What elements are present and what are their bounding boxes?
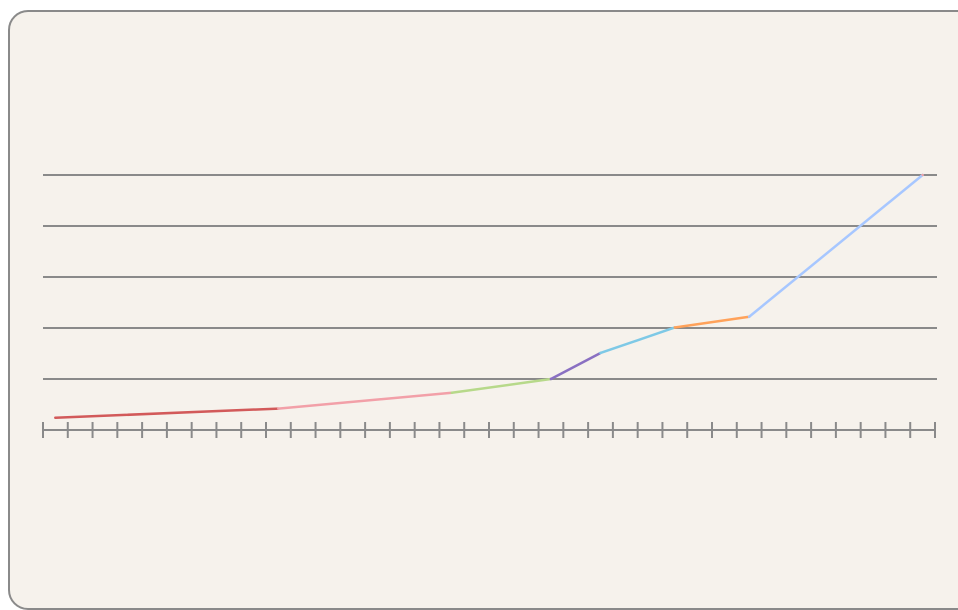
series-segment [599, 326, 677, 355]
series-segment [277, 391, 454, 410]
y-gridlines [43, 174, 937, 380]
data-series [54, 173, 924, 420]
x-axis [42, 422, 936, 438]
series-segment [549, 351, 602, 381]
data-point [747, 315, 751, 318]
series-segment [450, 377, 553, 395]
data-point [277, 407, 280, 410]
data-point [450, 391, 454, 394]
line-chart [42, 173, 937, 438]
chart-panel [8, 10, 958, 610]
series-segment [747, 173, 924, 319]
data-point [921, 173, 924, 177]
data-point [54, 416, 57, 419]
data-point [673, 326, 677, 329]
series-segment [54, 407, 280, 420]
series-segment [673, 315, 751, 329]
data-point [599, 351, 602, 355]
data-point [549, 377, 553, 381]
